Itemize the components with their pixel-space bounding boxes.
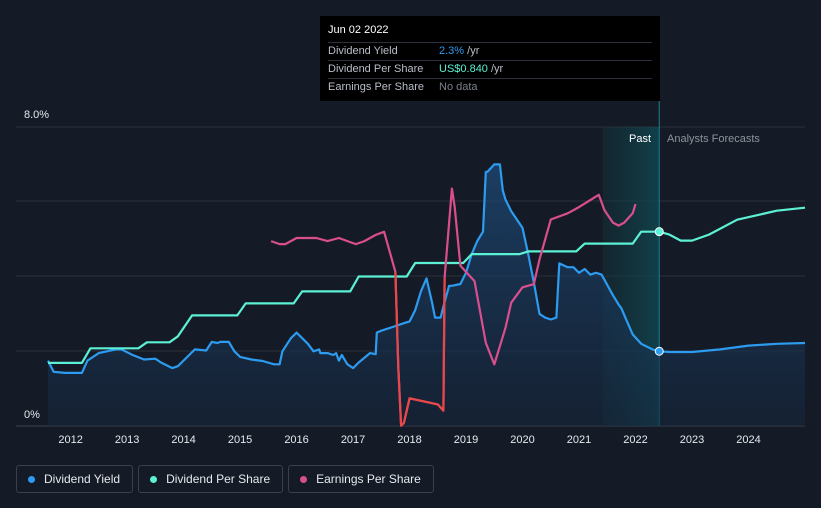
legend-label: Dividend Per Share (166, 472, 271, 486)
legend: Dividend Yield Dividend Per Share Earnin… (16, 465, 434, 493)
dividend-yield-area (48, 164, 805, 426)
x-tick-label: 2013 (115, 434, 139, 446)
tooltip-label: Earnings Per Share (328, 81, 424, 93)
tooltip-row-dividend-yield: Dividend Yield 2.3% /yr (328, 42, 652, 60)
tooltip-row-dividend-per-share: Dividend Per Share US$0.840 /yr (328, 60, 652, 78)
x-tick-label: 2024 (736, 434, 760, 446)
tooltip-row-earnings-per-share: Earnings Per Share No data (328, 78, 652, 96)
tooltip-label: Dividend Yield (328, 45, 398, 57)
dividend-yield-line (47, 163, 806, 374)
legend-label: Earnings Per Share (316, 472, 421, 486)
hover-tooltip: Jun 02 2022 Dividend Yield 2.3% /yr Divi… (320, 16, 660, 101)
y-axis-top-label: 8.0% (24, 109, 49, 121)
tooltip-unit: /yr (487, 63, 504, 75)
dividend-per-share-marker (654, 227, 664, 237)
x-axis: 2012 2013 2014 2015 2016 2017 2018 2019 2020 2021… (58, 434, 760, 446)
tooltip-date: Jun 02 2022 (328, 24, 389, 36)
x-tick-label: 2015 (228, 434, 252, 446)
forecast-label: Analysts Forecasts (667, 133, 760, 145)
x-tick-label: 2022 (623, 434, 647, 446)
legend-dot-icon (150, 475, 158, 483)
legend-dividend-yield[interactable]: Dividend Yield (16, 465, 134, 493)
legend-dividend-per-share[interactable]: Dividend Per Share (138, 465, 284, 493)
tooltip-value: 2.3% (439, 45, 465, 57)
x-tick-label: 2017 (341, 434, 365, 446)
tooltip-value: No data (439, 81, 478, 93)
series-lines (47, 163, 806, 427)
hover-markers (654, 227, 664, 356)
x-tick-label: 2020 (510, 434, 534, 446)
earnings-per-share-loss-line (394, 271, 446, 427)
tooltip-label: Dividend Per Share (328, 63, 424, 75)
x-tick-label: 2012 (58, 434, 82, 446)
x-tick-label: 2014 (171, 434, 195, 446)
legend-earnings-per-share[interactable]: Earnings Per Share (288, 465, 434, 493)
tooltip-unit: /yr (464, 45, 480, 57)
x-tick-label: 2016 (284, 434, 308, 446)
x-tick-label: 2018 (397, 434, 421, 446)
earnings-per-share-line (270, 187, 637, 427)
legend-dot-icon (300, 475, 308, 483)
x-tick-label: 2019 (454, 434, 478, 446)
y-axis-bottom-label: 0% (24, 409, 40, 421)
dividend-yield-marker (654, 346, 664, 356)
x-tick-label: 2023 (680, 434, 704, 446)
legend-label: Dividend Yield (44, 472, 121, 486)
legend-dot-icon (28, 475, 35, 483)
dividend-yield-fill (48, 164, 805, 426)
x-tick-label: 2021 (567, 434, 591, 446)
dividend-per-share-line (48, 206, 806, 364)
past-label: Past (629, 133, 651, 145)
tooltip-value: US$0.840 (439, 63, 488, 75)
